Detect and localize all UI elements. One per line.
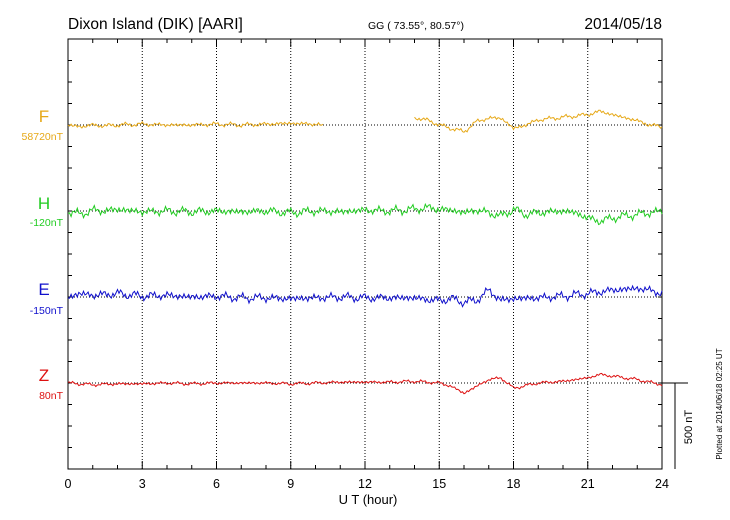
scale-label: 500 nT — [683, 410, 695, 445]
date-label: 2014/05/18 — [584, 16, 662, 33]
x-tick-label: 3 — [139, 477, 146, 491]
y-ticks — [68, 38, 662, 470]
x-tick-label: 18 — [507, 477, 521, 491]
series-baseline-Z: 80nT — [39, 390, 64, 402]
series-line-Z — [67, 372, 663, 395]
x-ticks: 0 3 6 9 12 15 18 21 24 — [65, 39, 669, 491]
station-title: Dixon Island (DIK) [AARI] — [68, 16, 243, 33]
x-tick-label: 21 — [581, 477, 595, 491]
x-axis-label: U T (hour) — [339, 492, 398, 507]
series-baseline-E: -150nT — [30, 305, 64, 317]
series-group — [67, 109, 663, 395]
scale-bar: 500 nT — [662, 382, 695, 469]
series-name-H: H — [38, 194, 50, 213]
series-name-Z: Z — [39, 366, 49, 385]
plotted-note: Plotted at 2014/06/18 02:25 UT — [715, 348, 724, 459]
coordinates: GG ( 73.55°, 80.57°) — [368, 20, 464, 32]
series-name-F: F — [39, 107, 49, 126]
series-line-E — [67, 284, 663, 308]
series-baseline-H: -120nT — [30, 217, 64, 229]
series-labels: F 58720nT H -120nT E -150nT Z 80nT — [22, 107, 64, 402]
x-tick-label: 24 — [655, 477, 669, 491]
series-baseline-F: 58720nT — [22, 131, 64, 143]
x-tick-label: 12 — [358, 477, 372, 491]
x-tick-label: 9 — [287, 477, 294, 491]
x-tick-label: 0 — [65, 477, 72, 491]
grid — [68, 39, 662, 469]
x-tick-label: 6 — [213, 477, 220, 491]
series-name-E: E — [38, 280, 49, 299]
x-tick-label: 15 — [432, 477, 446, 491]
series-line-F — [67, 109, 663, 133]
plot-frame — [67, 38, 663, 470]
series-line-H — [67, 202, 663, 226]
